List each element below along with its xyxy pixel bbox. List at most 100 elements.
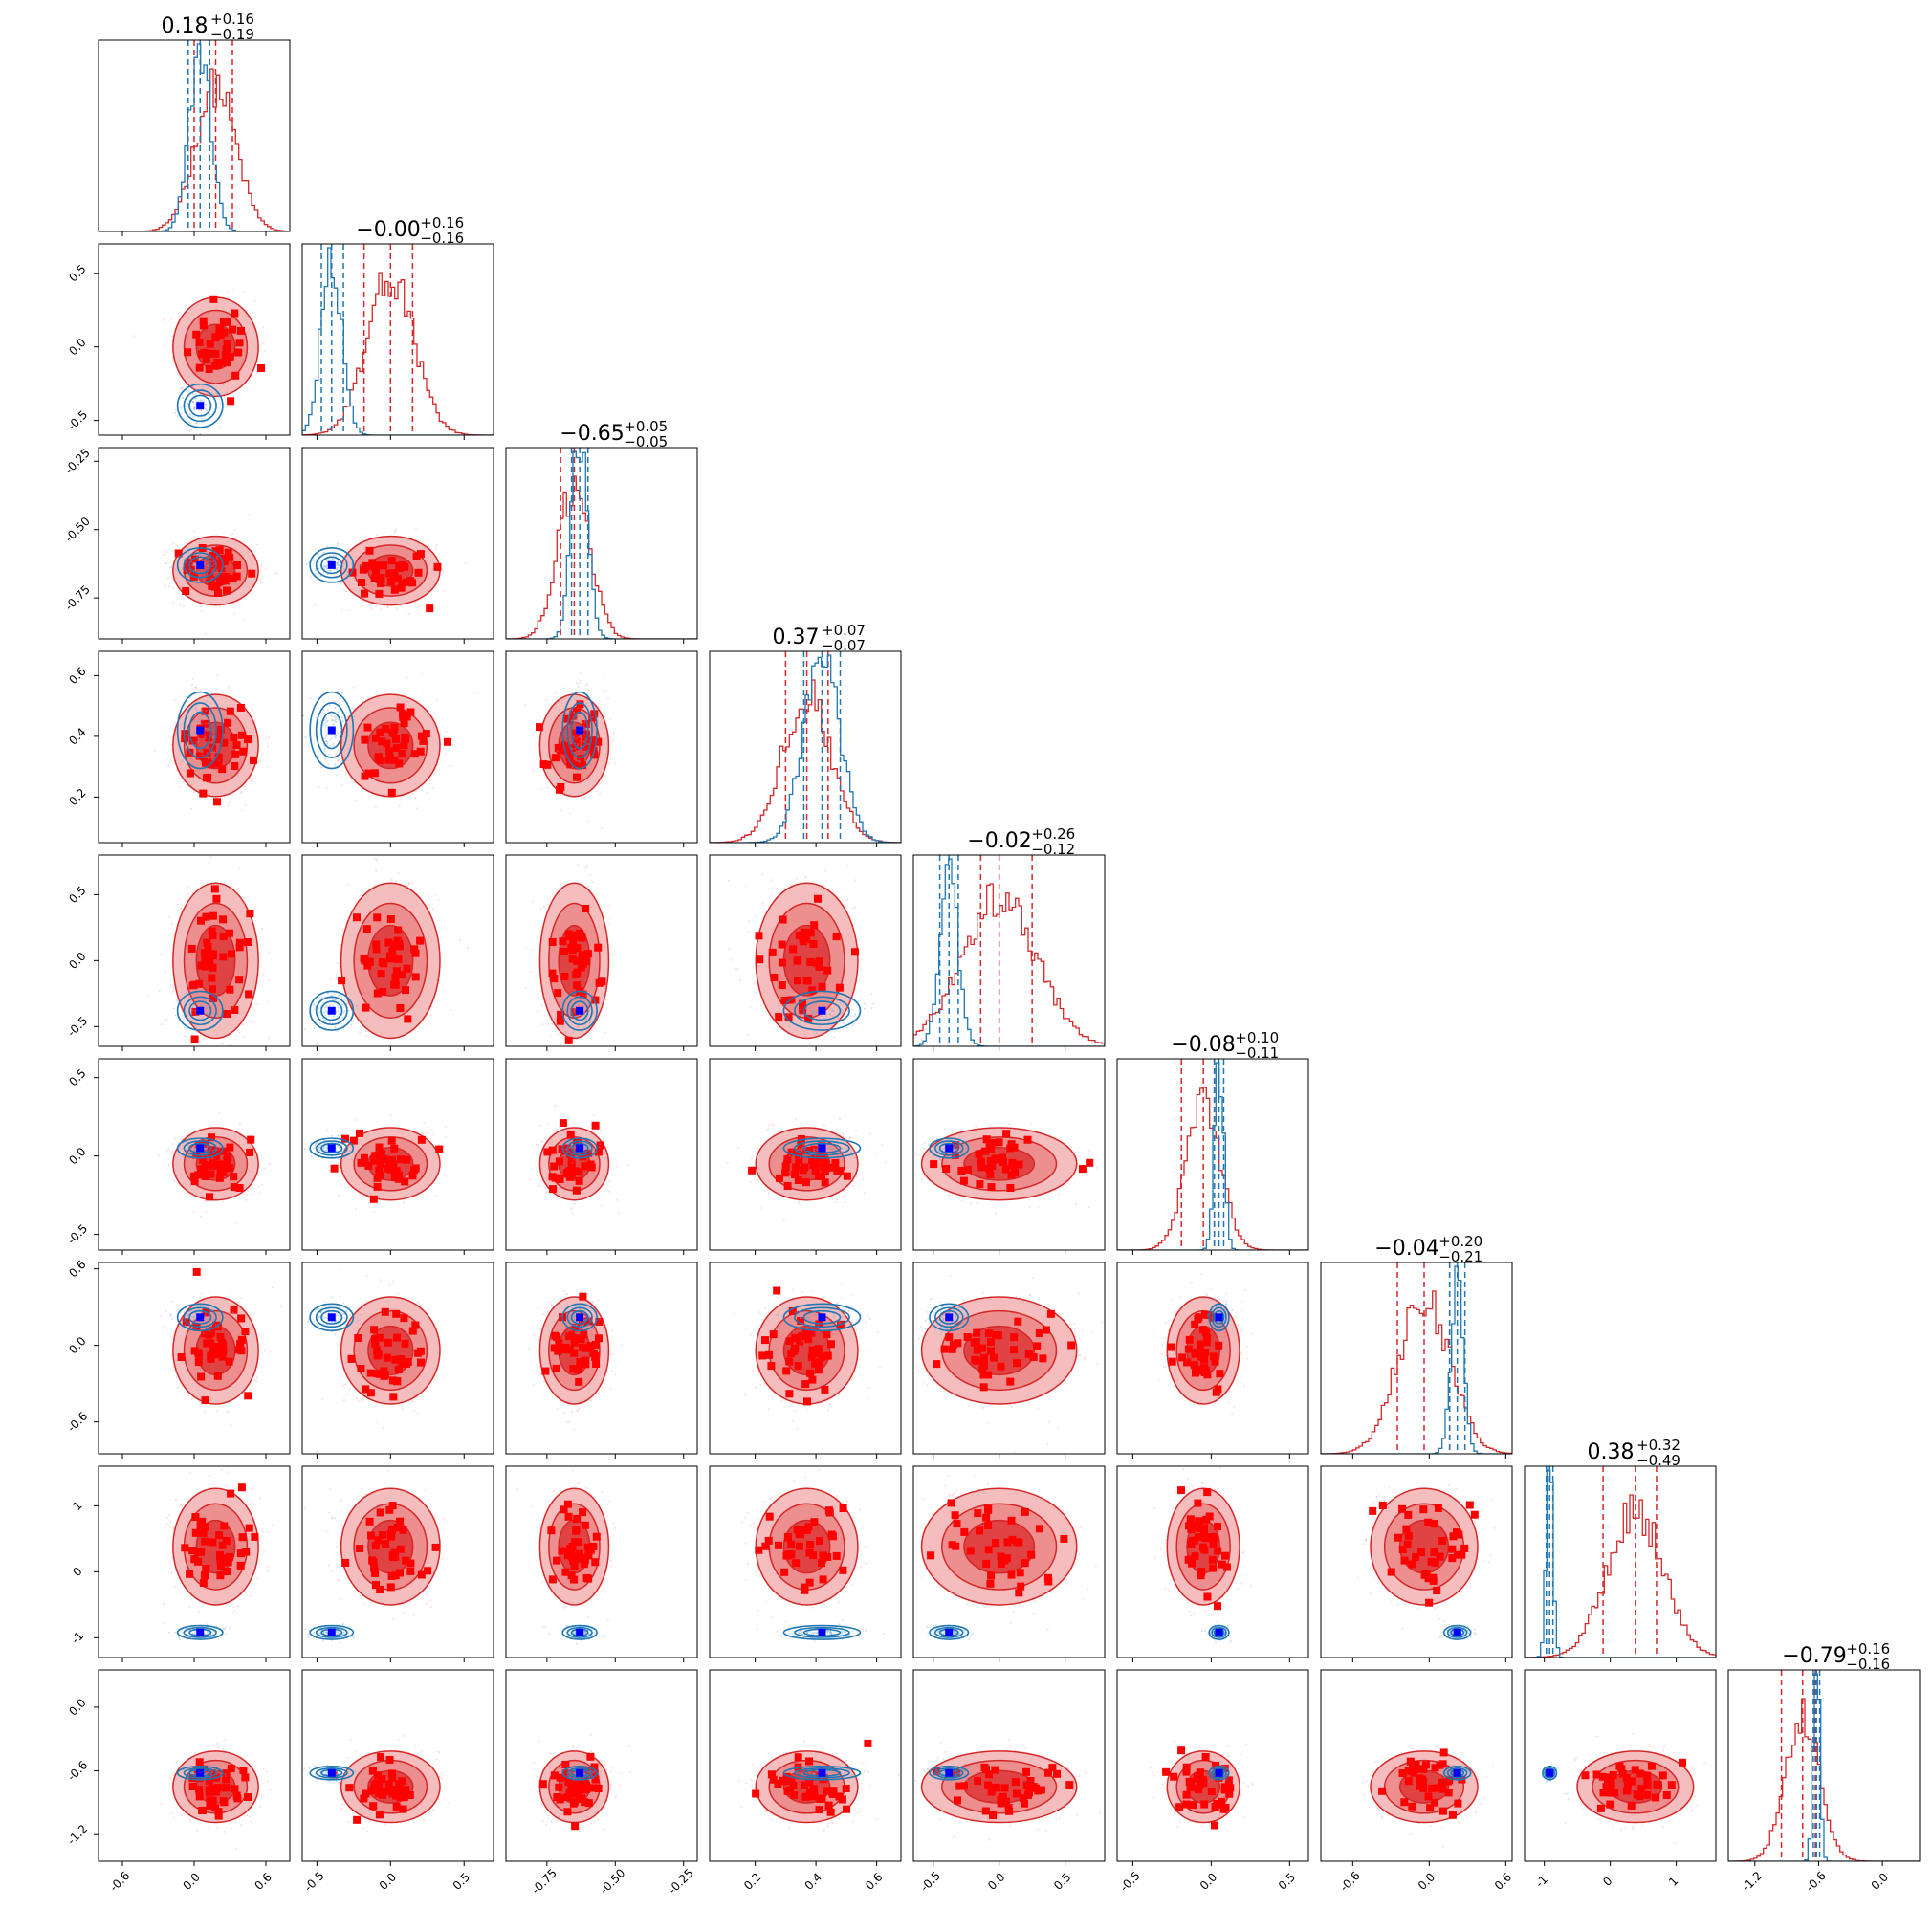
blue-sample-point xyxy=(332,719,335,721)
blue-sample-point xyxy=(323,748,326,750)
blue-sample-point xyxy=(180,1003,183,1006)
blue-sample-point xyxy=(205,706,208,708)
blue-sample-point xyxy=(319,1022,321,1025)
blue-sample-point xyxy=(213,751,216,754)
blue-sample-point xyxy=(200,715,203,718)
red-sample-point xyxy=(587,689,590,692)
blue-sample-point xyxy=(190,428,192,431)
red-square-marker xyxy=(231,309,239,318)
red-sample-point xyxy=(540,788,543,791)
blue-sample-point xyxy=(195,1014,198,1017)
blue-sample-point xyxy=(329,704,331,707)
blue-sample-point xyxy=(335,1012,338,1015)
blue-contour-2 xyxy=(315,996,348,1026)
red-sample-point xyxy=(591,1029,594,1031)
red-sample-point xyxy=(343,588,345,591)
red-square-marker xyxy=(560,972,569,980)
blue-sample-point xyxy=(354,561,357,563)
blue-sample-point xyxy=(208,1007,210,1010)
blue-sample-point xyxy=(576,721,579,723)
blue-sample-point xyxy=(329,738,331,741)
blue-sample-point xyxy=(208,394,210,397)
red-square-marker xyxy=(426,604,434,613)
blue-sample-point xyxy=(191,385,194,388)
blue-sample-point xyxy=(189,570,192,573)
blue-sample-point xyxy=(573,698,576,701)
red-square-marker xyxy=(201,955,209,964)
red-square-marker xyxy=(209,564,217,572)
red-sample-point xyxy=(532,769,535,772)
blue-sample-point xyxy=(196,422,199,425)
blue-sample-point xyxy=(588,739,591,741)
blue-sample-point xyxy=(204,554,207,557)
red-sample-point xyxy=(607,762,610,765)
blue-sample-point xyxy=(331,719,333,721)
blue-sample-point xyxy=(194,397,197,400)
blue-sample-point xyxy=(583,734,585,736)
red-sample-point xyxy=(171,577,173,579)
panel-frame xyxy=(505,447,698,640)
y-tick-label: -0.25 xyxy=(62,446,93,476)
red-square-marker xyxy=(416,747,425,756)
red-square-marker xyxy=(226,553,234,561)
red-square-marker xyxy=(195,752,204,760)
red-square-marker xyxy=(576,929,584,937)
red-square-marker xyxy=(192,330,201,339)
blue-sample-point xyxy=(194,393,197,395)
blue-sample-point xyxy=(588,1010,591,1013)
red-sample-point xyxy=(184,445,186,447)
red-sample-point xyxy=(172,990,175,992)
blue-sample-point xyxy=(318,1008,319,1010)
y-tick-label: 0.4 xyxy=(66,725,88,747)
blue-sample-point xyxy=(193,1003,195,1006)
blue-sample-point xyxy=(334,706,337,709)
red-square-marker xyxy=(560,948,568,955)
blue-sample-point xyxy=(334,762,337,765)
red-sample-point xyxy=(170,339,173,341)
blue-sample-point xyxy=(331,994,334,997)
red-sample-point xyxy=(450,765,453,767)
red-sample-point xyxy=(265,737,267,739)
blue-sample-point xyxy=(204,416,206,418)
blue-sample-point xyxy=(337,732,340,735)
blue-sample-point xyxy=(222,384,225,386)
panel-content xyxy=(302,244,494,435)
red-square-marker xyxy=(395,759,404,768)
red-square-marker xyxy=(231,762,239,770)
blue-sample-point xyxy=(188,1002,190,1005)
blue-sample-point xyxy=(577,707,580,710)
red-sample-point xyxy=(749,1006,752,1008)
red-square-marker xyxy=(373,989,382,998)
red-sample-point xyxy=(169,985,172,987)
blue-sample-point xyxy=(325,1010,327,1012)
blue-sample-point xyxy=(336,1015,339,1018)
blue-sample-point xyxy=(335,567,338,570)
blue-sample-point xyxy=(318,1011,321,1014)
blue-sample-point xyxy=(206,564,209,566)
red-square-marker xyxy=(573,773,582,781)
blue-sample-point xyxy=(202,1017,204,1019)
red-sample-point xyxy=(395,530,397,533)
red-square-marker xyxy=(202,912,210,921)
red-sample-point xyxy=(179,604,181,606)
red-sample-point xyxy=(411,793,414,795)
blue-sample-point xyxy=(198,554,201,557)
blue-sample-point xyxy=(575,737,577,740)
blue-sample-point xyxy=(582,1005,585,1007)
blue-sample-point xyxy=(211,729,214,731)
y-tick-label: 0.6 xyxy=(66,665,88,687)
red-square-marker xyxy=(372,567,380,575)
blue-sample-point xyxy=(207,556,209,559)
red-square-marker xyxy=(377,574,385,582)
red-sample-point xyxy=(254,719,257,721)
red-square-marker xyxy=(211,349,220,358)
red-sample-point xyxy=(240,790,243,793)
red-sample-point xyxy=(168,585,170,587)
blue-sample-point xyxy=(205,736,207,739)
blue-sample-point xyxy=(346,1002,349,1005)
red-square-marker xyxy=(238,731,246,739)
red-sample-point xyxy=(390,879,393,881)
red-sample-point xyxy=(335,977,338,979)
blue-sample-point xyxy=(219,1014,222,1016)
red-square-marker xyxy=(416,550,425,559)
